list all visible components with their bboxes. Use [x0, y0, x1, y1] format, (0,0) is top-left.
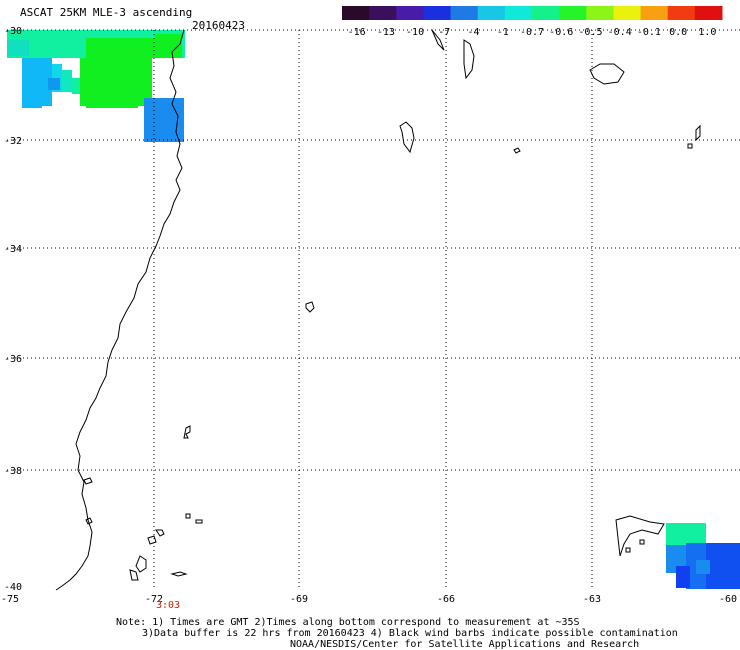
- island: [83, 477, 93, 485]
- longitude-label: -72: [145, 594, 163, 605]
- island: [129, 569, 139, 581]
- chart-title: ASCAT 25KM MLE-3 ascending: [20, 6, 193, 19]
- note-line-1: Note: 1) Times are GMT 2)Times along bot…: [116, 617, 580, 628]
- colorbar-labels: -16 -13 -10 -7 -4 -1 -0.7 -0.6 -0.5 -0.4 -0.1 0.0 1.…: [348, 27, 717, 38]
- chart-date: 20160423: [192, 19, 245, 32]
- island: [695, 124, 701, 142]
- longitude-label: -63: [583, 594, 601, 605]
- island: [183, 425, 191, 439]
- island: [431, 29, 445, 51]
- latitude-label: -30: [4, 26, 22, 37]
- latitude-label: -36: [4, 354, 22, 365]
- colorbar-cell: [396, 6, 424, 20]
- latitude-label: -32: [4, 136, 22, 147]
- data-cell: [62, 70, 72, 92]
- island: [625, 547, 631, 553]
- island: [463, 39, 475, 80]
- data-cell: [86, 100, 138, 108]
- colorbar-cell: [586, 6, 614, 20]
- latitude-label: -34: [4, 244, 22, 255]
- colorbar-label: -7: [438, 27, 450, 38]
- latitude-labels: -30 -32 -34 -36 -38 -40: [4, 26, 22, 593]
- colorbar-label: -0.1: [637, 27, 661, 38]
- colorbar-label: -4: [468, 27, 480, 38]
- data-patch-northwest: [7, 30, 185, 142]
- colorbar-cell: [667, 6, 696, 20]
- time-label: 3:03: [156, 600, 180, 611]
- colorbar-cell: [613, 6, 642, 20]
- island: [589, 63, 625, 85]
- colorbar-label: -0.6: [549, 27, 573, 38]
- longitude-label: -69: [290, 594, 308, 605]
- data-cell: [42, 58, 52, 106]
- chile-coast: [55, 29, 185, 591]
- longitude-label: -75: [1, 594, 19, 605]
- longitude-labels: -75 -72 -69 -66 -63 -60: [1, 594, 737, 605]
- data-cell: [22, 58, 42, 108]
- colorbar-label: 1.0: [698, 27, 716, 38]
- colorbar-cell: [342, 6, 370, 20]
- latitude-label: -38: [4, 466, 22, 477]
- colorbar-cells: [342, 6, 723, 20]
- data-cell: [80, 58, 152, 106]
- longitude-label: -66: [437, 594, 455, 605]
- colorbar-label: -13: [377, 27, 395, 38]
- data-cell: [676, 566, 690, 588]
- island: [399, 121, 415, 154]
- data-cell: [7, 40, 29, 56]
- data-cell: [696, 560, 710, 574]
- island: [185, 513, 191, 519]
- data-cell: [666, 523, 706, 545]
- longitude-label: -60: [719, 594, 737, 605]
- colorbar-cell: [369, 6, 397, 20]
- island: [135, 555, 147, 573]
- colorbar-cell: [504, 6, 533, 20]
- colorbar-label: -16: [348, 27, 366, 38]
- colorbar-label: -0.4: [608, 27, 632, 38]
- colorbar-cell: [532, 6, 560, 20]
- colorbar-label: -0.5: [578, 27, 602, 38]
- colorbar-cell: [694, 6, 723, 20]
- data-cell: [706, 543, 740, 589]
- island: [195, 519, 203, 524]
- island: [513, 147, 521, 154]
- island: [615, 515, 665, 557]
- island: [155, 529, 165, 537]
- island: [687, 143, 693, 149]
- colorbar-cell: [450, 6, 479, 20]
- latitude-label: -40: [4, 582, 22, 593]
- coastline: [55, 29, 701, 591]
- data-cell: [72, 78, 80, 94]
- colorbar-cell: [640, 6, 669, 20]
- island: [305, 301, 315, 313]
- colorbar-label: 0.0: [669, 27, 687, 38]
- colorbar-label: -0.7: [520, 27, 544, 38]
- data-patch-southeast: [666, 523, 740, 589]
- colorbar-cell: [423, 6, 452, 20]
- island: [170, 571, 188, 577]
- note-line-2: 3)Data buffer is 22 hrs from 20160423 4)…: [142, 628, 678, 639]
- island: [147, 535, 157, 545]
- graticule: [7, 29, 740, 590]
- colorbar-label: -10: [406, 27, 424, 38]
- colorbar-cell: [559, 6, 587, 20]
- data-cell: [155, 34, 182, 52]
- note-line-3: NOAA/NESDIS/Center for Satellite Applica…: [290, 639, 640, 650]
- island: [85, 517, 93, 525]
- colorbar-cell: [477, 6, 506, 20]
- colorbar-label: -1: [497, 27, 509, 38]
- data-cell: [48, 78, 60, 90]
- island: [639, 539, 645, 545]
- colorbar: -16 -13 -10 -7 -4 -1 -0.7 -0.6 -0.5 -0.4 -0.1 0.0 1.…: [342, 6, 723, 38]
